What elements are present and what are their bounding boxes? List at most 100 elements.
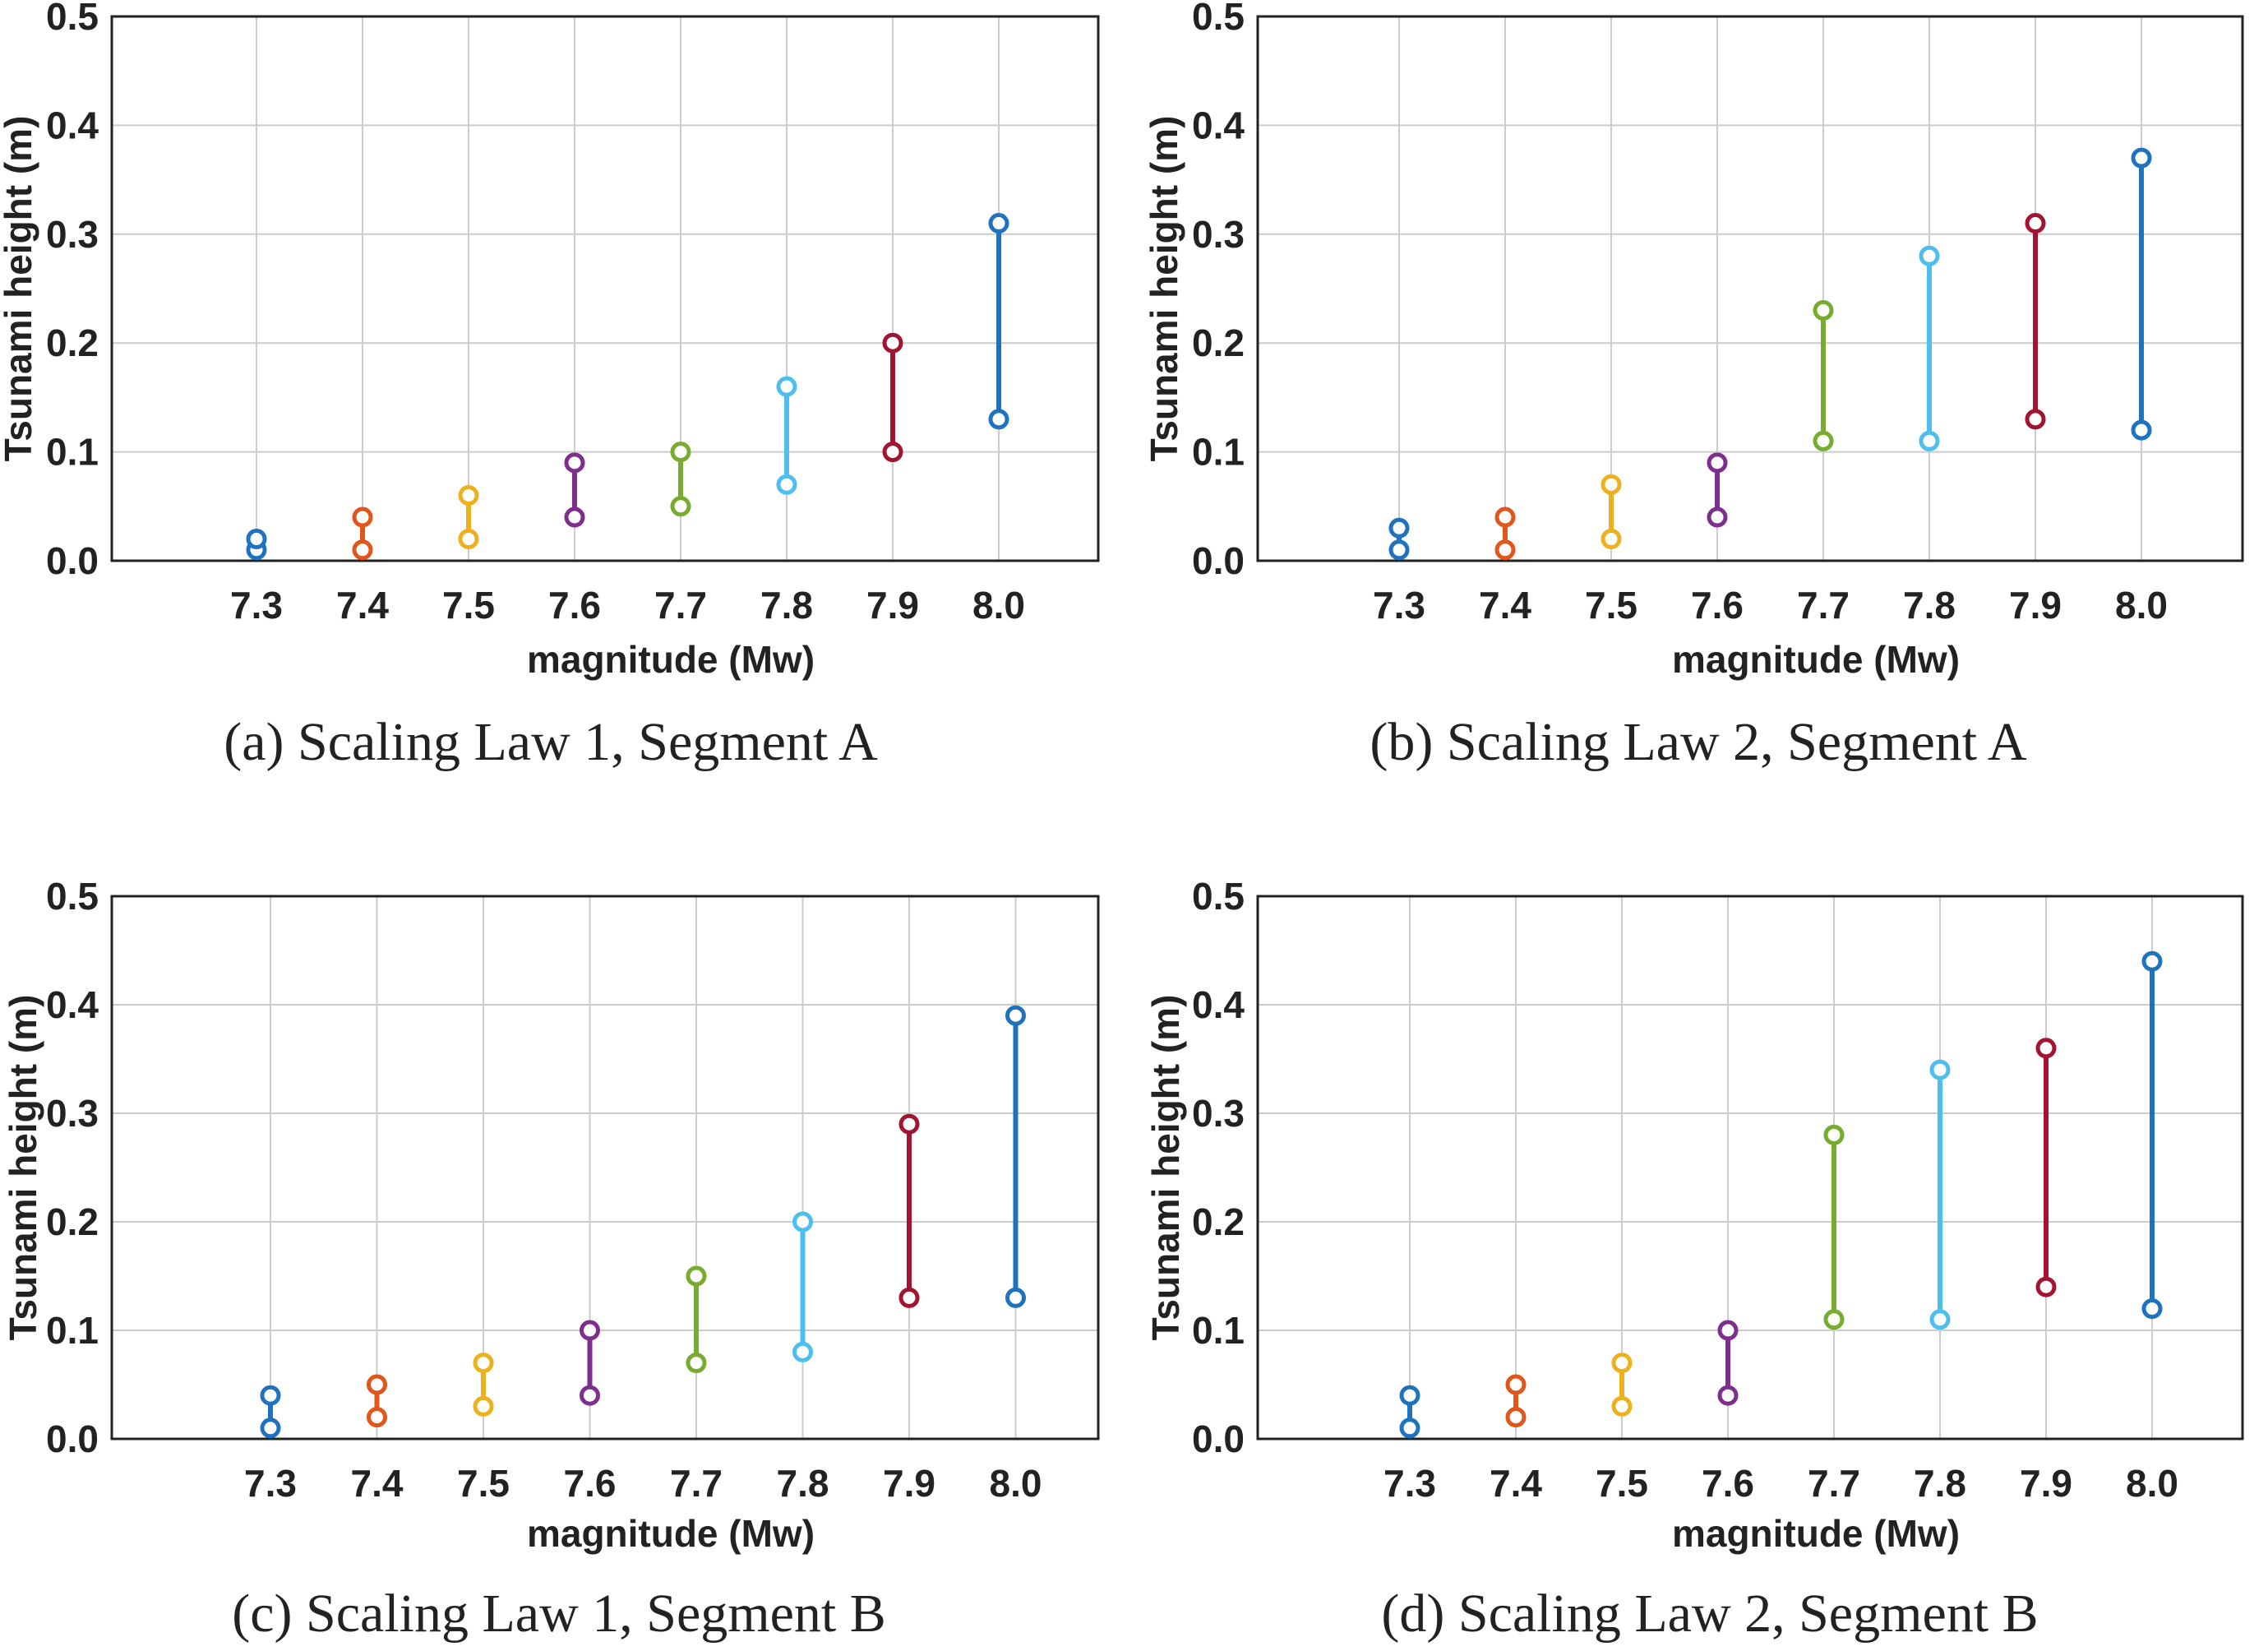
low-point-7.8	[776, 474, 797, 495]
x-tick-label: 8.0	[990, 1462, 1042, 1505]
chart-panel-d: 0.0 0.1 0.2 0.3 0.4 0.5 7.3 7.4 7.5 7.6 7.7 7.8 7.9 8…	[1144, 875, 2244, 1555]
y-tick-label: 0.3	[46, 1092, 99, 1135]
high-point-7.5	[1611, 1353, 1633, 1374]
x-tick-label: 7.9	[2020, 1462, 2072, 1505]
high-point-7.4	[1505, 1374, 1527, 1395]
high-point-8.0	[1005, 1005, 1026, 1026]
high-point-7.6	[1707, 452, 1728, 474]
x-tick-label: 7.3	[230, 584, 283, 627]
low-point-8.0	[2131, 419, 2152, 441]
x-tick-label: 7.7	[1797, 584, 1850, 627]
y-tick-label: 0.4	[1192, 983, 1245, 1026]
high-point-8.0	[988, 213, 1009, 234]
y-tick-label: 0.2	[1192, 1200, 1245, 1243]
high-point-7.8	[1919, 245, 1940, 266]
high-point-7.4	[352, 506, 373, 528]
low-point-7.4	[1494, 539, 1516, 561]
x-tick-label: 7.3	[1383, 1462, 1436, 1505]
x-tick-label: 7.8	[1914, 1462, 1966, 1505]
high-point-7.6	[1717, 1320, 1739, 1341]
x-tick-label: 7.9	[866, 584, 919, 627]
caption-d: (d) Scaling Law 2, Segment B	[1381, 1584, 2039, 1644]
low-point-7.7	[670, 496, 691, 517]
x-tick-label: 7.8	[777, 1462, 829, 1505]
y-tick-label: 0.4	[46, 983, 99, 1026]
plot-frame	[110, 15, 1100, 562]
low-point-7.4	[1505, 1407, 1527, 1428]
x-tick-label: 7.3	[1373, 584, 1425, 627]
y-tick-label: 0.3	[1192, 1092, 1245, 1135]
y-axis-label-b: Tsunami height (m)	[1143, 116, 1185, 462]
low-point-7.4	[352, 539, 373, 561]
x-tick-label: 7.5	[1585, 584, 1637, 627]
x-tick-label: 7.4	[336, 584, 389, 627]
x-tick-label: 7.5	[1596, 1462, 1648, 1505]
high-point-7.9	[2025, 213, 2046, 234]
y-tick-label: 0.5	[1192, 0, 1245, 38]
y-tick-label: 0.2	[46, 1200, 99, 1243]
low-point-7.9	[882, 442, 903, 463]
y-tick-label: 0.1	[1192, 431, 1245, 474]
low-point-7.6	[1717, 1385, 1739, 1406]
low-point-7.5	[1611, 1395, 1633, 1417]
x-tick-label: 7.9	[2009, 584, 2062, 627]
x-tick-label: 7.9	[883, 1462, 935, 1505]
high-point-7.6	[580, 1320, 600, 1341]
high-point-7.3	[246, 529, 267, 550]
high-point-7.9	[2035, 1038, 2057, 1059]
low-point-7.6	[564, 506, 585, 528]
y-tick-label: 0.0	[1192, 539, 1245, 582]
y-tick-label: 0.1	[46, 1309, 99, 1352]
y-axis-label-a: Tsunami height (m)	[0, 116, 39, 462]
plot-frame	[1256, 15, 2244, 562]
low-point-7.6	[1707, 506, 1728, 528]
chart-panel-b: 0.0 0.1 0.2 0.3 0.4 0.5 7.3 7.4 7.5 7.6 7.7 7.8 7.9 8…	[1143, 0, 2244, 681]
high-point-7.6	[564, 452, 585, 474]
x-tick-label: 7.7	[654, 584, 707, 627]
x-tick-label: 7.4	[351, 1462, 404, 1505]
y-axis-label-d: Tsunami height (m)	[1144, 995, 1187, 1341]
x-tick-label: 7.6	[564, 1462, 617, 1505]
low-point-7.5	[473, 1395, 494, 1417]
high-point-8.0	[2141, 950, 2163, 972]
x-tick-label: 8.0	[2115, 584, 2168, 627]
plot-frame	[1256, 895, 2244, 1441]
x-tick-label: 7.8	[760, 584, 813, 627]
y-tick-label: 0.5	[46, 0, 99, 38]
caption-b: (b) Scaling Law 2, Segment A	[1370, 712, 2027, 772]
low-point-7.7	[1823, 1309, 1845, 1330]
high-point-7.7	[670, 442, 691, 463]
x-axis-label-b: magnitude (Mw)	[1672, 638, 1960, 681]
caption-c: (c) Scaling Law 1, Segment B	[232, 1584, 886, 1644]
y-tick-label: 0.0	[46, 539, 99, 582]
x-tick-label: 7.6	[1691, 584, 1744, 627]
x-tick-label: 7.7	[670, 1462, 723, 1505]
low-point-7.4	[367, 1407, 387, 1428]
high-point-7.4	[367, 1374, 387, 1395]
high-point-7.8	[776, 376, 797, 397]
low-point-8.0	[2141, 1298, 2163, 1320]
x-axis-label-d: magnitude (Mw)	[1672, 1512, 1960, 1555]
low-point-7.6	[580, 1385, 600, 1406]
low-point-7.8	[1919, 430, 1940, 451]
x-tick-label: 8.0	[2126, 1462, 2178, 1505]
low-point-7.9	[2025, 409, 2046, 430]
low-point-7.8	[1929, 1309, 1951, 1330]
x-tick-label: 7.5	[457, 1462, 510, 1505]
x-tick-label: 7.7	[1808, 1462, 1860, 1505]
x-tick-label: 7.3	[244, 1462, 297, 1505]
high-point-7.5	[473, 1353, 494, 1374]
high-point-7.7	[1823, 1124, 1845, 1145]
high-point-8.0	[2131, 147, 2152, 169]
y-tick-label: 0.3	[46, 213, 99, 256]
y-tick-label: 0.1	[46, 431, 99, 474]
y-tick-label: 0.3	[1192, 213, 1245, 256]
high-point-7.8	[1929, 1059, 1951, 1080]
plot-frame	[110, 895, 1100, 1441]
x-tick-label: 7.4	[1479, 584, 1531, 627]
y-tick-label: 0.4	[1192, 104, 1245, 146]
high-point-7.5	[458, 485, 479, 506]
high-point-7.7	[1813, 299, 1834, 321]
high-point-7.9	[898, 1113, 920, 1135]
